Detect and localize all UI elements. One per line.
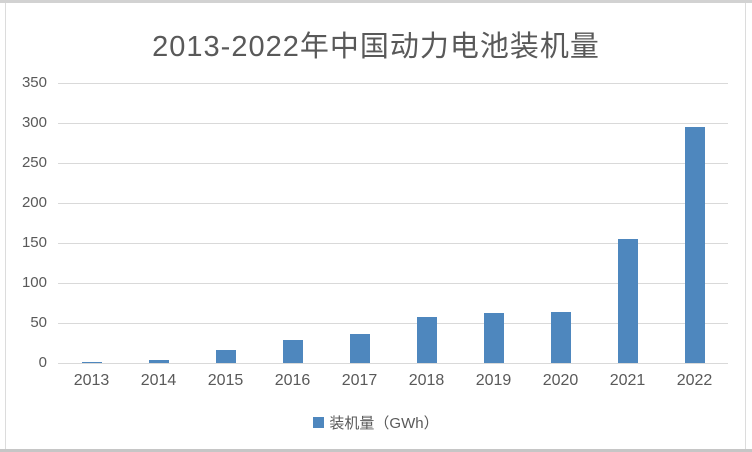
x-axis-tick-labels: 2013 2014 2015 2016 2017 2018 2019 2020 2021 2022	[58, 372, 728, 390]
x-tick-label: 2021	[609, 372, 646, 389]
bar	[148, 360, 169, 363]
bar-column	[460, 83, 527, 363]
x-tick-label: 2016	[274, 372, 311, 389]
legend-marker-icon	[313, 417, 325, 428]
x-tick-label: 2018	[408, 372, 445, 389]
x-tick-label: 2020	[542, 372, 579, 389]
gridline	[58, 243, 728, 244]
legend-label: 装机量（GWh）	[329, 415, 439, 432]
bar-column	[125, 83, 192, 363]
bar-series	[58, 83, 728, 363]
gridline	[58, 203, 728, 204]
y-tick-label: 250	[21, 154, 47, 171]
y-tick-label: 50	[30, 314, 47, 331]
bar-column	[661, 83, 728, 363]
bar	[483, 313, 504, 363]
x-tick-label: 2013	[73, 372, 110, 389]
frame-border-top	[0, 0, 752, 3]
y-tick-label: 350	[21, 74, 47, 91]
bar	[282, 340, 303, 363]
x-tick-label: 2017	[341, 372, 378, 389]
bar	[215, 350, 236, 363]
chart-title: 2013-2022年中国动力电池装机量	[152, 31, 600, 63]
x-tick-label: 2015	[207, 372, 244, 389]
gridline	[58, 83, 728, 84]
frame-border-right	[745, 3, 746, 449]
gridline	[58, 123, 728, 124]
bar-column	[192, 83, 259, 363]
bar-column	[527, 83, 594, 363]
x-tick-label: 2019	[475, 372, 512, 389]
y-tick-label: 0	[38, 354, 47, 371]
bar-column	[58, 83, 125, 363]
y-tick-label: 200	[21, 194, 47, 211]
bar-column	[594, 83, 661, 363]
y-tick-label: 300	[21, 114, 47, 131]
bar	[684, 127, 705, 363]
y-tick-label: 100	[21, 274, 47, 291]
bar	[550, 312, 571, 363]
bar	[349, 334, 370, 363]
gridline	[58, 163, 728, 164]
bar-column	[393, 83, 460, 363]
y-tick-label: 150	[21, 234, 47, 251]
x-tick-label: 2022	[676, 372, 713, 389]
plot-area	[58, 83, 728, 364]
gridline	[58, 323, 728, 324]
bar	[81, 362, 102, 363]
x-tick-label: 2014	[140, 372, 177, 389]
bar-column	[326, 83, 393, 363]
frame-border-bottom	[0, 449, 752, 452]
legend: 装机量（GWh）	[0, 412, 752, 433]
gridline	[58, 283, 728, 284]
bar-column	[259, 83, 326, 363]
frame-border-left	[5, 3, 6, 449]
bar	[416, 317, 437, 363]
bar	[617, 239, 638, 363]
